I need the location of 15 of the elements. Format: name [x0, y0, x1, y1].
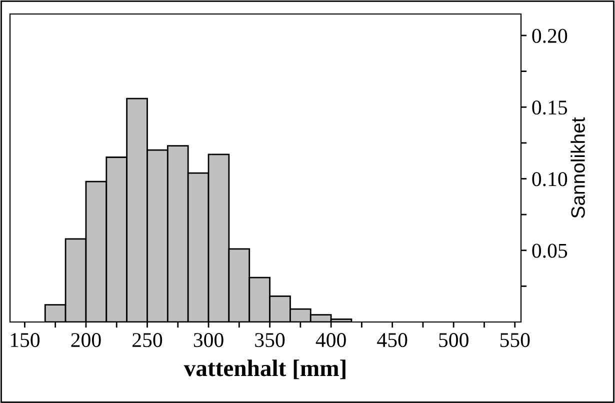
- y-tick-label: 0.10: [532, 172, 568, 186]
- y-tick-label: 0.20: [532, 28, 568, 44]
- y-axis-title: Sannolikhet: [570, 117, 585, 218]
- x-tick-label: 200: [71, 333, 101, 348]
- y-tick-label: 0.15: [532, 100, 568, 115]
- x-axis-title: vattenhalt [mm]: [184, 360, 346, 380]
- x-tick-label: 300: [194, 333, 224, 348]
- x-tick-label: 250: [132, 333, 162, 348]
- y-tick-label: 0.05: [532, 244, 568, 258]
- x-tick-label: 550: [500, 333, 530, 348]
- x-tick-label: 450: [377, 333, 408, 348]
- x-tick-label: 400: [316, 333, 346, 348]
- x-tick-label: 500: [439, 333, 468, 348]
- x-tick-label: 150: [10, 333, 40, 348]
- x-tick-label: 350: [255, 333, 285, 348]
